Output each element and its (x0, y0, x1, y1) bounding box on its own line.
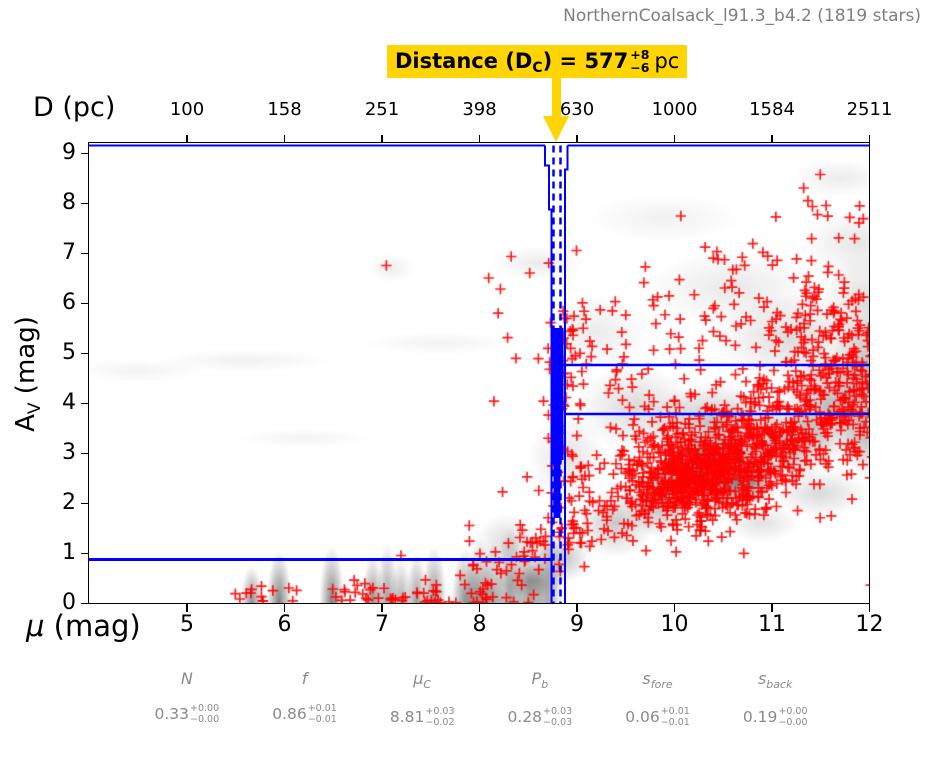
stat-column: sback 0.19 +0.00 −0.00 (716, 671, 834, 729)
x-tick (771, 603, 773, 612)
x-tick (186, 603, 188, 612)
x-tick-label: 7 (375, 612, 389, 637)
stat-value: 0.33 +0.00 −0.00 (154, 703, 220, 725)
stat-label: f (301, 669, 308, 688)
distance-arrow-head-icon (543, 116, 569, 142)
y-axis-label-main: A (11, 414, 41, 432)
distance-annotation-bold: Distance (D C) = 577 (395, 48, 629, 76)
y-tick-label: 8 (62, 189, 76, 215)
distance-sub-c: C (532, 59, 543, 76)
distance-error-plus: +8 (630, 47, 650, 62)
x-axis-label-rest: (mag) (44, 609, 141, 643)
top-tick-label: 1584 (749, 99, 795, 120)
posterior-envelope-right (564, 145, 569, 603)
distance-unit: pc (654, 48, 680, 73)
x-tick-label: 11 (758, 612, 786, 637)
x-tick (673, 603, 676, 612)
x-tick (283, 603, 286, 612)
x-tick (478, 603, 481, 612)
stat-column: N 0.33 +0.00 −0.00 (128, 671, 246, 729)
y-tick-label: 9 (62, 139, 76, 165)
top-tick-label: 1000 (651, 99, 698, 120)
top-tick-label: 158 (267, 99, 302, 120)
distance-error-minus: −6 (630, 60, 650, 76)
model-jump-dense-segment-lower (553, 460, 561, 518)
y-axis-label-sub: V (25, 402, 46, 415)
x-axis-label-symbol: μ (26, 609, 45, 643)
distance-arrow-shaft (552, 78, 561, 118)
top-tick-label: 2511 (846, 99, 893, 120)
x-tick-label: 5 (180, 612, 194, 637)
distance-equals: ) = (542, 48, 585, 73)
plot-area (88, 142, 870, 604)
x-tick-label: 8 (472, 612, 487, 637)
posterior-stats-row: N 0.33 +0.00 −0.00 f 0.86 +0.01 −0.01 μC 8.81 +0.0… (128, 671, 834, 729)
distance-value: 577 (584, 48, 629, 73)
top-tick-label: 398 (462, 99, 497, 120)
stat-value: 0.19 +0.00 −0.00 (742, 706, 808, 729)
y-tick-label: 2 (62, 489, 76, 515)
y-tick-label: 1 (62, 539, 76, 565)
distance-errors: +8 −6 (630, 48, 649, 74)
posterior-envelope-left (544, 145, 553, 603)
density-scatter-canvas (89, 143, 869, 603)
distance-prefix: Distance (D (395, 48, 533, 73)
x-tick (381, 603, 383, 612)
stat-value: 0.28 +0.03 −0.03 (507, 706, 573, 729)
x-axis-label: μ (mag) (26, 609, 141, 643)
model-lines-svg (89, 144, 869, 603)
top-axis-label: D (pc) (33, 92, 116, 123)
x-tick-label: 10 (660, 612, 689, 637)
x-tick-label: 9 (570, 612, 584, 637)
distance-annotation: Distance (D C) = 577 +8 −6 pc (387, 45, 688, 79)
stat-label: sfore (642, 669, 673, 692)
stat-value: 0.06 +0.01 −0.01 (625, 706, 690, 729)
stat-column: sfore 0.06 +0.01 −0.01 (599, 671, 717, 729)
x-tick-label: 6 (277, 612, 292, 637)
stat-column: f 0.86 +0.01 −0.01 (246, 671, 364, 729)
x-tick-label: 12 (855, 612, 884, 637)
stat-label: sback (757, 669, 793, 692)
stat-label: N (180, 669, 193, 688)
stat-column: Pb 0.28 +0.03 −0.03 (481, 671, 599, 729)
x-tick (576, 603, 578, 612)
top-tick-label: 100 (169, 99, 205, 120)
stat-column: μC 8.81 +0.03 −0.02 (363, 671, 481, 729)
stat-label: μC (413, 669, 432, 692)
x-tick (868, 603, 871, 612)
y-axis-label: AV (mag) (8, 288, 46, 460)
top-tick-label: 251 (364, 99, 400, 120)
y-tick-label: 7 (62, 239, 76, 265)
stat-value: 0.86 +0.01 −0.01 (272, 703, 337, 725)
y-axis-label-rest: (mag) (11, 316, 41, 403)
figure-title: NorthernCoalsack_l91.3_b4.2 (1819 stars) (563, 6, 921, 26)
stat-label: Pb (531, 669, 549, 692)
model-jump-dense-segment (550, 328, 564, 460)
stat-value: 8.81 +0.03 −0.02 (389, 706, 455, 729)
